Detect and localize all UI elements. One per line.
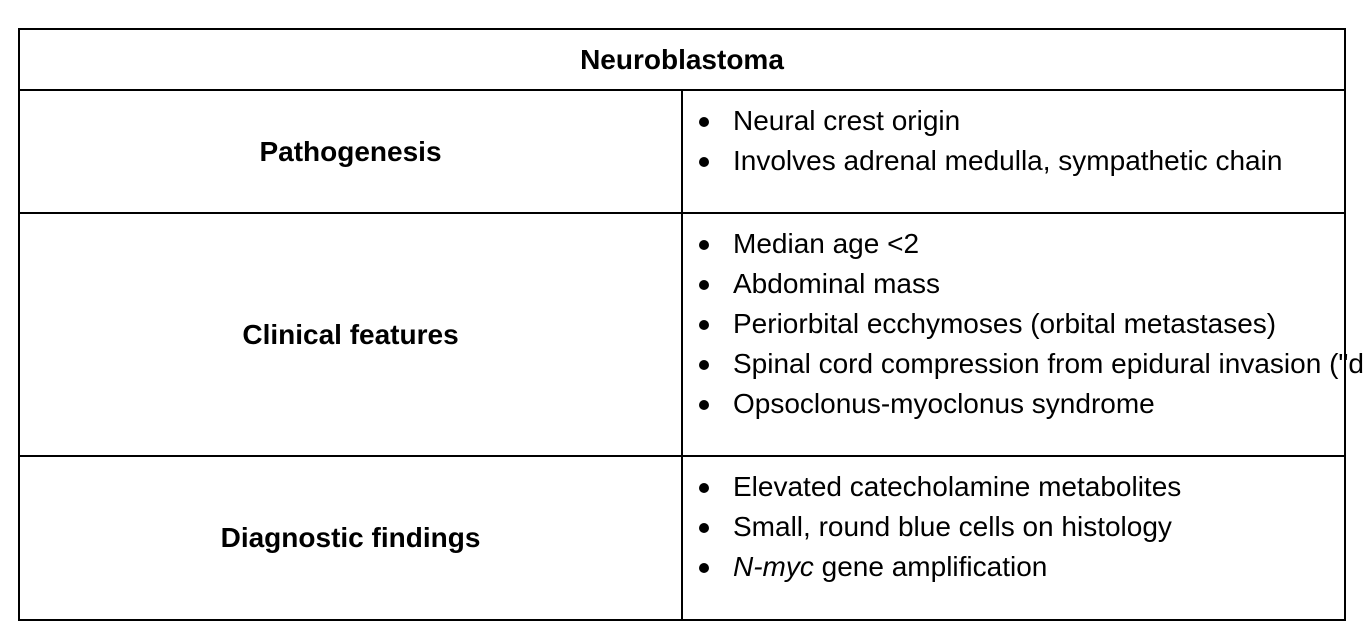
table-title: Neuroblastoma xyxy=(18,28,1346,91)
neuroblastoma-table-container: Neuroblastoma Pathogenesis Neural crest … xyxy=(18,28,1365,621)
list-item-text: Abdominal mass xyxy=(733,268,940,299)
list-item-text: Median age <2 xyxy=(733,228,920,259)
row-content-diagnostic-findings: Elevated catecholamine metabolites Small… xyxy=(681,455,1346,621)
row-heading-diagnostic-findings: Diagnostic findings xyxy=(18,455,683,621)
bullet-icon xyxy=(699,483,709,493)
bullet-icon xyxy=(699,280,709,290)
bullet-icon xyxy=(699,117,709,127)
bullet-icon xyxy=(699,240,709,250)
list-item: N-myc gene amplification xyxy=(683,547,1344,587)
list-item: Small, round blue cells on histology xyxy=(683,507,1344,547)
bullet-icon xyxy=(699,523,709,533)
bullet-icon xyxy=(699,360,709,370)
list-item: Neural crest origin xyxy=(683,101,1344,141)
list-item: Elevated catecholamine metabolites xyxy=(683,467,1344,507)
title-row: Neuroblastoma xyxy=(18,28,1346,91)
list-item: Periorbital ecchymoses (orbital metastas… xyxy=(683,304,1344,344)
list-item: Opsoclonus-myoclonus syndrome xyxy=(683,384,1344,424)
bullet-icon xyxy=(699,563,709,573)
list-item-text: Neural crest origin xyxy=(733,105,961,136)
row-heading-pathogenesis: Pathogenesis xyxy=(18,89,683,214)
list-item-text: Spinal cord compression from epidural in… xyxy=(733,348,1365,379)
list-item: Spinal cord compression from epidural in… xyxy=(683,344,1365,384)
list-item-text: Elevated catecholamine metabolites xyxy=(733,471,1182,502)
row-heading-clinical-features: Clinical features xyxy=(18,212,683,457)
bullet-list-pathogenesis: Neural crest origin Involves adrenal med… xyxy=(683,101,1344,181)
list-item-text: Periorbital ecchymoses (orbital metastas… xyxy=(733,308,1277,339)
gene-name: N-myc xyxy=(733,551,814,582)
table-row-pathogenesis: Pathogenesis Neural crest origin Involve… xyxy=(18,89,1346,214)
bullet-icon xyxy=(699,157,709,167)
table-row-clinical-features: Clinical features Median age <2 Abdomina… xyxy=(18,212,1365,457)
bullet-list-clinical-features: Median age <2 Abdominal mass Periorbital… xyxy=(683,224,1365,424)
row-content-pathogenesis: Neural crest origin Involves adrenal med… xyxy=(681,89,1346,214)
list-item: Involves adrenal medulla, sympathetic ch… xyxy=(683,141,1344,181)
bullet-icon xyxy=(699,320,709,330)
list-item: Abdominal mass xyxy=(683,264,1344,304)
list-item-text: Involves adrenal medulla, sympathetic ch… xyxy=(733,145,1283,176)
list-item-text: Opsoclonus-myoclonus syndrome xyxy=(733,388,1155,419)
bullet-list-diagnostic-findings: Elevated catecholamine metabolites Small… xyxy=(683,467,1344,587)
table-row-diagnostic-findings: Diagnostic findings Elevated catecholami… xyxy=(18,455,1346,621)
list-item: Median age <2 xyxy=(683,224,1344,264)
list-item-text: Small, round blue cells on histology xyxy=(733,511,1172,542)
list-item-text: gene amplification xyxy=(813,551,1048,582)
bullet-icon xyxy=(699,400,709,410)
row-content-clinical-features: Median age <2 Abdominal mass Periorbital… xyxy=(681,212,1365,457)
neuroblastoma-table: Neuroblastoma Pathogenesis Neural crest … xyxy=(18,28,1365,621)
